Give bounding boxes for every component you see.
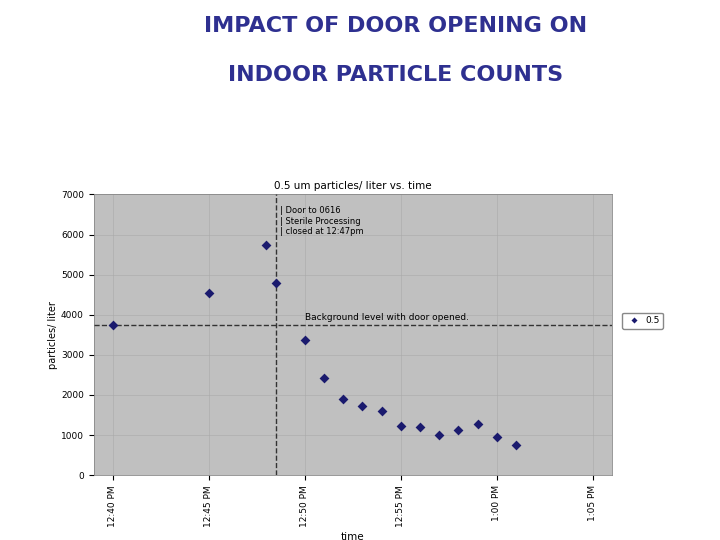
Point: [270, 278, 282, 287]
X-axis label: time: time: [341, 532, 364, 540]
Point: [203, 288, 215, 297]
Point: [472, 420, 483, 429]
Text: | Door to 0616
| Sterile Processing
| closed at 12:47pm: | Door to 0616 | Sterile Processing | cl…: [280, 206, 364, 236]
Point: [395, 422, 407, 430]
Point: [107, 320, 119, 329]
Point: [510, 441, 522, 449]
Point: [338, 395, 349, 403]
Text: IMPACT OF DOOR OPENING ON: IMPACT OF DOOR OPENING ON: [204, 16, 588, 36]
Point: [414, 423, 426, 431]
Point: [376, 407, 387, 415]
Point: [356, 402, 368, 410]
Text: Background level with door opened.: Background level with door opened.: [305, 313, 469, 322]
Y-axis label: particles/ liter: particles/ liter: [48, 301, 58, 369]
Point: [318, 373, 330, 382]
Point: [433, 431, 445, 440]
Point: [491, 433, 503, 441]
Legend: 0.5: 0.5: [621, 313, 663, 329]
Point: [261, 240, 272, 249]
Title: 0.5 um particles/ liter vs. time: 0.5 um particles/ liter vs. time: [274, 181, 431, 191]
Text: INDOOR PARTICLE COUNTS: INDOOR PARTICLE COUNTS: [228, 65, 564, 85]
Point: [299, 335, 310, 344]
Point: [453, 426, 464, 435]
